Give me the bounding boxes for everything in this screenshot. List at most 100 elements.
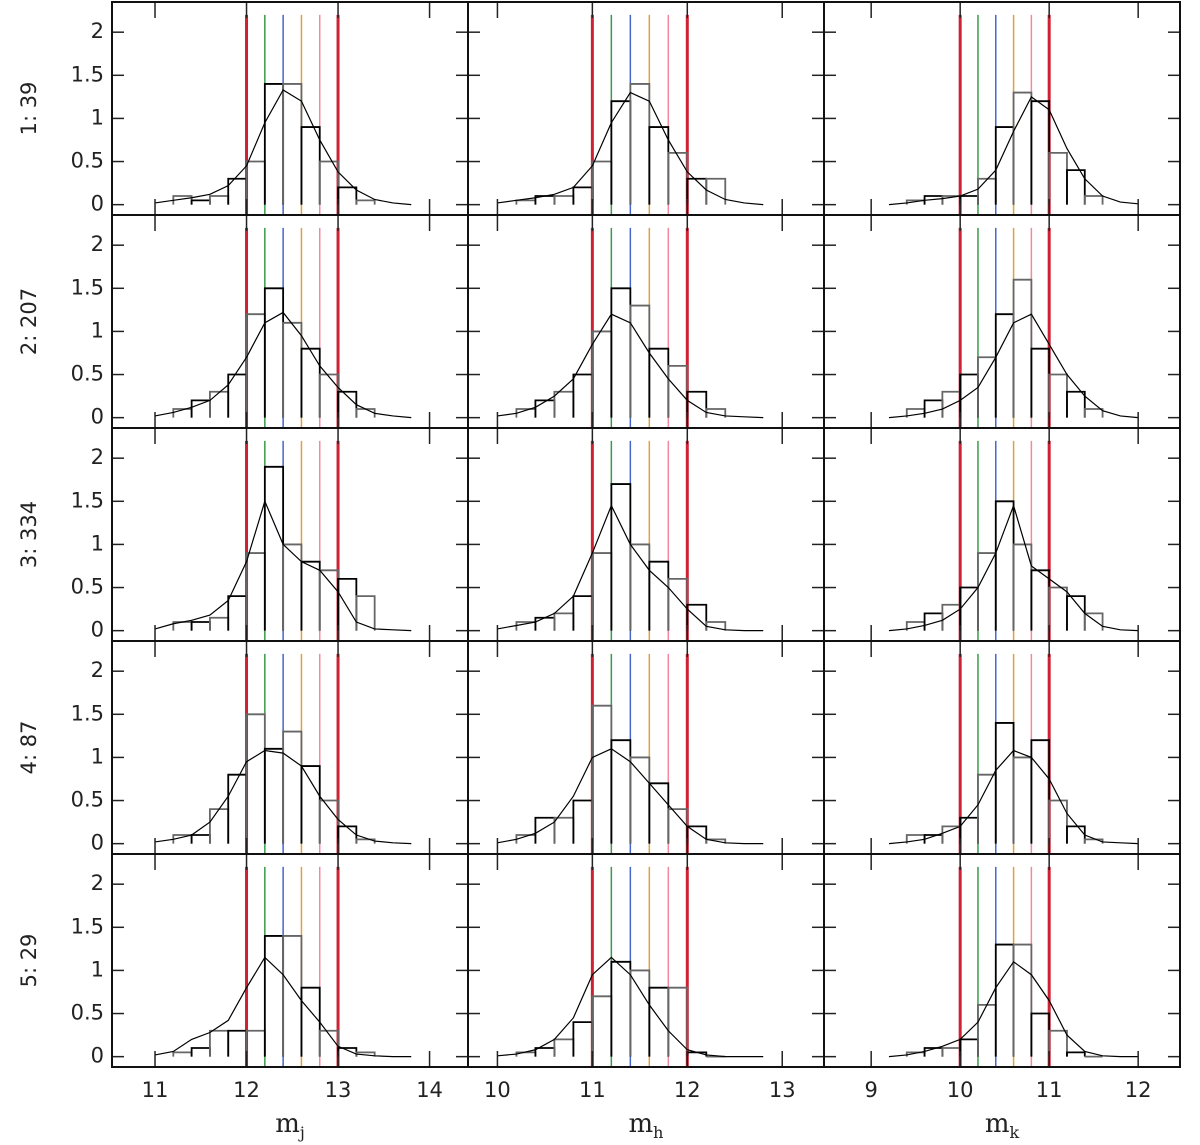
histogram-bin	[190, 621, 211, 631]
histogram-bin	[667, 986, 689, 1057]
histogram-bin	[190, 399, 211, 418]
panel-frame	[111, 853, 469, 1068]
histogram-bin	[1083, 195, 1104, 205]
fit-curve	[154, 311, 412, 419]
x-tick-label: 9	[864, 1078, 877, 1102]
fit-curve	[497, 748, 764, 845]
histogram-bin	[959, 1038, 979, 1057]
histogram-bin	[245, 160, 266, 205]
histogram-bin	[1083, 408, 1104, 418]
histogram-bin	[209, 616, 230, 631]
histogram-bin	[941, 825, 962, 844]
histogram-bin	[648, 782, 670, 844]
histogram-bin	[534, 816, 556, 844]
panel-frame	[467, 640, 825, 855]
histogram-bin	[591, 330, 613, 418]
y-tick-label: 2	[91, 232, 104, 256]
histogram-bin	[190, 199, 211, 205]
y-tick-label: 1	[91, 105, 104, 129]
histogram-bin	[337, 578, 358, 631]
histogram-bin	[1048, 586, 1068, 631]
x-tick-label: 13	[325, 1078, 352, 1102]
histogram-bin	[610, 960, 632, 1057]
panel-frame	[823, 853, 1181, 1068]
histogram-bin	[591, 552, 613, 631]
histogram-bin	[1048, 1029, 1068, 1057]
y-tick-label: 2	[91, 871, 104, 895]
histogram-bin	[686, 603, 708, 631]
histogram-bin	[209, 390, 230, 418]
histogram-bin	[1012, 91, 1033, 205]
x-axis-label: mk	[985, 1109, 1020, 1142]
x-tick-label: 12	[1125, 1078, 1152, 1102]
histogram-bin	[318, 1029, 339, 1057]
row-label: 1: 39	[17, 82, 41, 136]
histogram-bin	[629, 83, 651, 205]
histogram-bin	[994, 126, 1015, 205]
row-label: 2: 207	[17, 288, 41, 355]
histogram-bin	[591, 704, 613, 844]
fit-curve	[888, 960, 1139, 1058]
histogram-bin	[209, 1029, 230, 1057]
x-tick-label: 11	[142, 1078, 169, 1102]
histogram-bin	[591, 160, 613, 205]
histogram-bin	[1048, 799, 1068, 844]
fit-curve	[888, 95, 1139, 206]
histogram-bin	[553, 612, 575, 631]
histogram-bin	[994, 722, 1015, 844]
panel-frame	[823, 214, 1181, 429]
histogram-bin	[610, 100, 632, 205]
histogram-bin	[209, 195, 230, 205]
histogram-bin	[245, 713, 266, 844]
histogram-bin	[318, 569, 339, 631]
histogram-bin	[300, 126, 321, 205]
histogram-bin	[1066, 595, 1086, 631]
histogram-bin	[977, 773, 997, 844]
histogram-bin	[977, 356, 997, 418]
histogram-bin	[515, 199, 537, 205]
y-tick-label: 0	[91, 1044, 104, 1068]
y-tick-label: 0.5	[71, 1001, 104, 1025]
y-tick-label: 1.5	[71, 488, 104, 512]
histogram-bin	[300, 560, 321, 631]
histogram-bin	[1030, 100, 1051, 205]
x-axis-label: mj	[275, 1109, 305, 1142]
y-tick-label: 0.5	[71, 149, 104, 173]
y-tick-label: 0.5	[71, 788, 104, 812]
histogram-bin	[648, 126, 670, 205]
histogram-bin	[263, 747, 285, 844]
y-tick-label: 1.5	[71, 914, 104, 938]
histogram-bin	[959, 373, 979, 418]
histogram-bin	[1030, 569, 1051, 631]
histogram-bin	[245, 552, 266, 631]
histogram-bin	[553, 1038, 575, 1057]
panel-frame	[111, 1, 469, 216]
x-tick-label: 11	[579, 1078, 606, 1102]
fit-curve	[154, 89, 412, 206]
y-tick-label: 1	[91, 531, 104, 555]
y-tick-label: 2	[91, 19, 104, 43]
histogram-bin	[648, 560, 670, 631]
histogram-bin	[705, 838, 727, 844]
histogram-bin	[629, 756, 651, 844]
y-tick-label: 0	[91, 831, 104, 855]
y-tick-label: 2	[91, 445, 104, 469]
y-tick-label: 0	[91, 405, 104, 429]
histogram-bin	[534, 616, 556, 631]
histogram-bin	[282, 83, 303, 205]
histogram-bin	[1066, 1051, 1086, 1057]
histogram-bin	[534, 399, 556, 418]
fit-curve	[497, 504, 764, 632]
x-axis-label-sub: j	[298, 1123, 305, 1142]
histogram-bin	[686, 390, 708, 418]
panel-frame	[467, 214, 825, 429]
y-tick-label: 1	[91, 318, 104, 342]
fit-curve	[888, 313, 1139, 419]
histogram-bin	[686, 825, 708, 844]
y-tick-label: 0	[91, 618, 104, 642]
row-label: 3: 334	[17, 501, 41, 568]
histogram-bin	[263, 935, 285, 1057]
row-label: 5: 29	[17, 934, 41, 988]
histogram-bin	[959, 195, 979, 205]
